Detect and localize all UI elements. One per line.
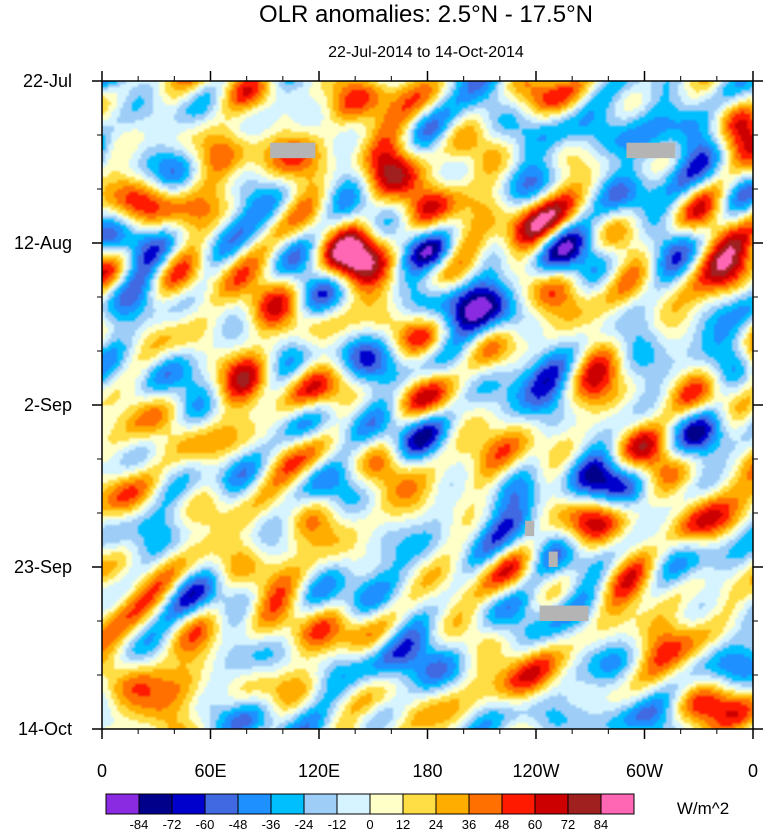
colorbar-swatch	[402, 793, 437, 815]
colorbar-swatch	[204, 793, 239, 815]
colorbar-swatch	[237, 793, 272, 815]
colorbar-swatch	[567, 793, 602, 815]
colorbar-swatch	[336, 793, 371, 815]
colorbar-level-label: 36	[462, 817, 476, 830]
colorbar-swatch	[468, 793, 503, 815]
y-tick-label: 14-Oct	[18, 719, 72, 739]
x-tick-label: 120W	[512, 761, 559, 781]
colorbar-level-label: -48	[229, 817, 248, 830]
x-tick-label: 0	[97, 761, 107, 781]
colorbar-level-label: -84	[130, 817, 149, 830]
missing-data-patch	[626, 142, 676, 159]
colorbar-level-label: 72	[561, 817, 575, 830]
anomaly-field-image	[102, 81, 753, 729]
x-tick-label: 120E	[298, 761, 340, 781]
colorbar-swatch	[534, 793, 569, 815]
chart-subtitle: 22-Jul-2014 to 14-Oct-2014	[328, 44, 524, 61]
missing-data-patch	[539, 605, 589, 621]
colorbar-swatch	[303, 793, 338, 815]
colorbar-swatch	[105, 793, 140, 815]
colorbar-swatch	[270, 793, 305, 815]
y-axis: 22-Jul 12-Aug 2-Sep 23-Sep 14-Oct	[14, 71, 763, 739]
x-tick-label: 180	[412, 761, 442, 781]
y-tick-label: 12-Aug	[14, 233, 72, 253]
colorbar-level-label: -60	[196, 817, 215, 830]
colorbar-level-label: 84	[594, 817, 608, 830]
missing-data-patch	[548, 551, 558, 567]
missing-data-patch	[525, 520, 535, 537]
missing-data-patches	[270, 142, 676, 621]
chart-title: OLR anomalies: 2.5°N - 17.5°N	[259, 1, 593, 28]
colorbar: -84 -72 -60 -48 -36 -24 -12 0 12 24 36 48 60 72 84	[105, 793, 635, 830]
colorbar-level-label: -24	[295, 817, 314, 830]
colorbar-level-label: -12	[328, 817, 347, 830]
colorbar-level-label: 0	[366, 817, 373, 830]
colorbar-level-label: 24	[429, 817, 443, 830]
anomaly-field	[102, 81, 753, 729]
colorbar-swatch	[600, 793, 635, 815]
x-tick-label: 60W	[626, 761, 663, 781]
colorbar-swatch	[501, 793, 536, 815]
x-tick-label: 0	[748, 761, 758, 781]
colorbar-level-label: 60	[528, 817, 542, 830]
colorbar-level-label: 12	[396, 817, 410, 830]
colorbar-level-label: 48	[495, 817, 509, 830]
colorbar-level-label: -72	[163, 817, 182, 830]
colorbar-swatch	[369, 793, 404, 815]
y-tick-label: 23-Sep	[14, 557, 72, 577]
x-axis: 0 60E 120E 180 120W 60W 0	[97, 71, 758, 781]
colorbar-level-label: -36	[262, 817, 281, 830]
y-tick-label: 22-Jul	[23, 71, 72, 91]
colorbar-swatch	[171, 793, 206, 815]
missing-data-patch	[270, 142, 316, 159]
colorbar-swatch	[138, 793, 173, 815]
colorbar-swatch	[435, 793, 470, 815]
colorbar-units: W/m^2	[677, 799, 729, 818]
x-tick-label: 60E	[194, 761, 226, 781]
y-tick-label: 2-Sep	[24, 395, 72, 415]
